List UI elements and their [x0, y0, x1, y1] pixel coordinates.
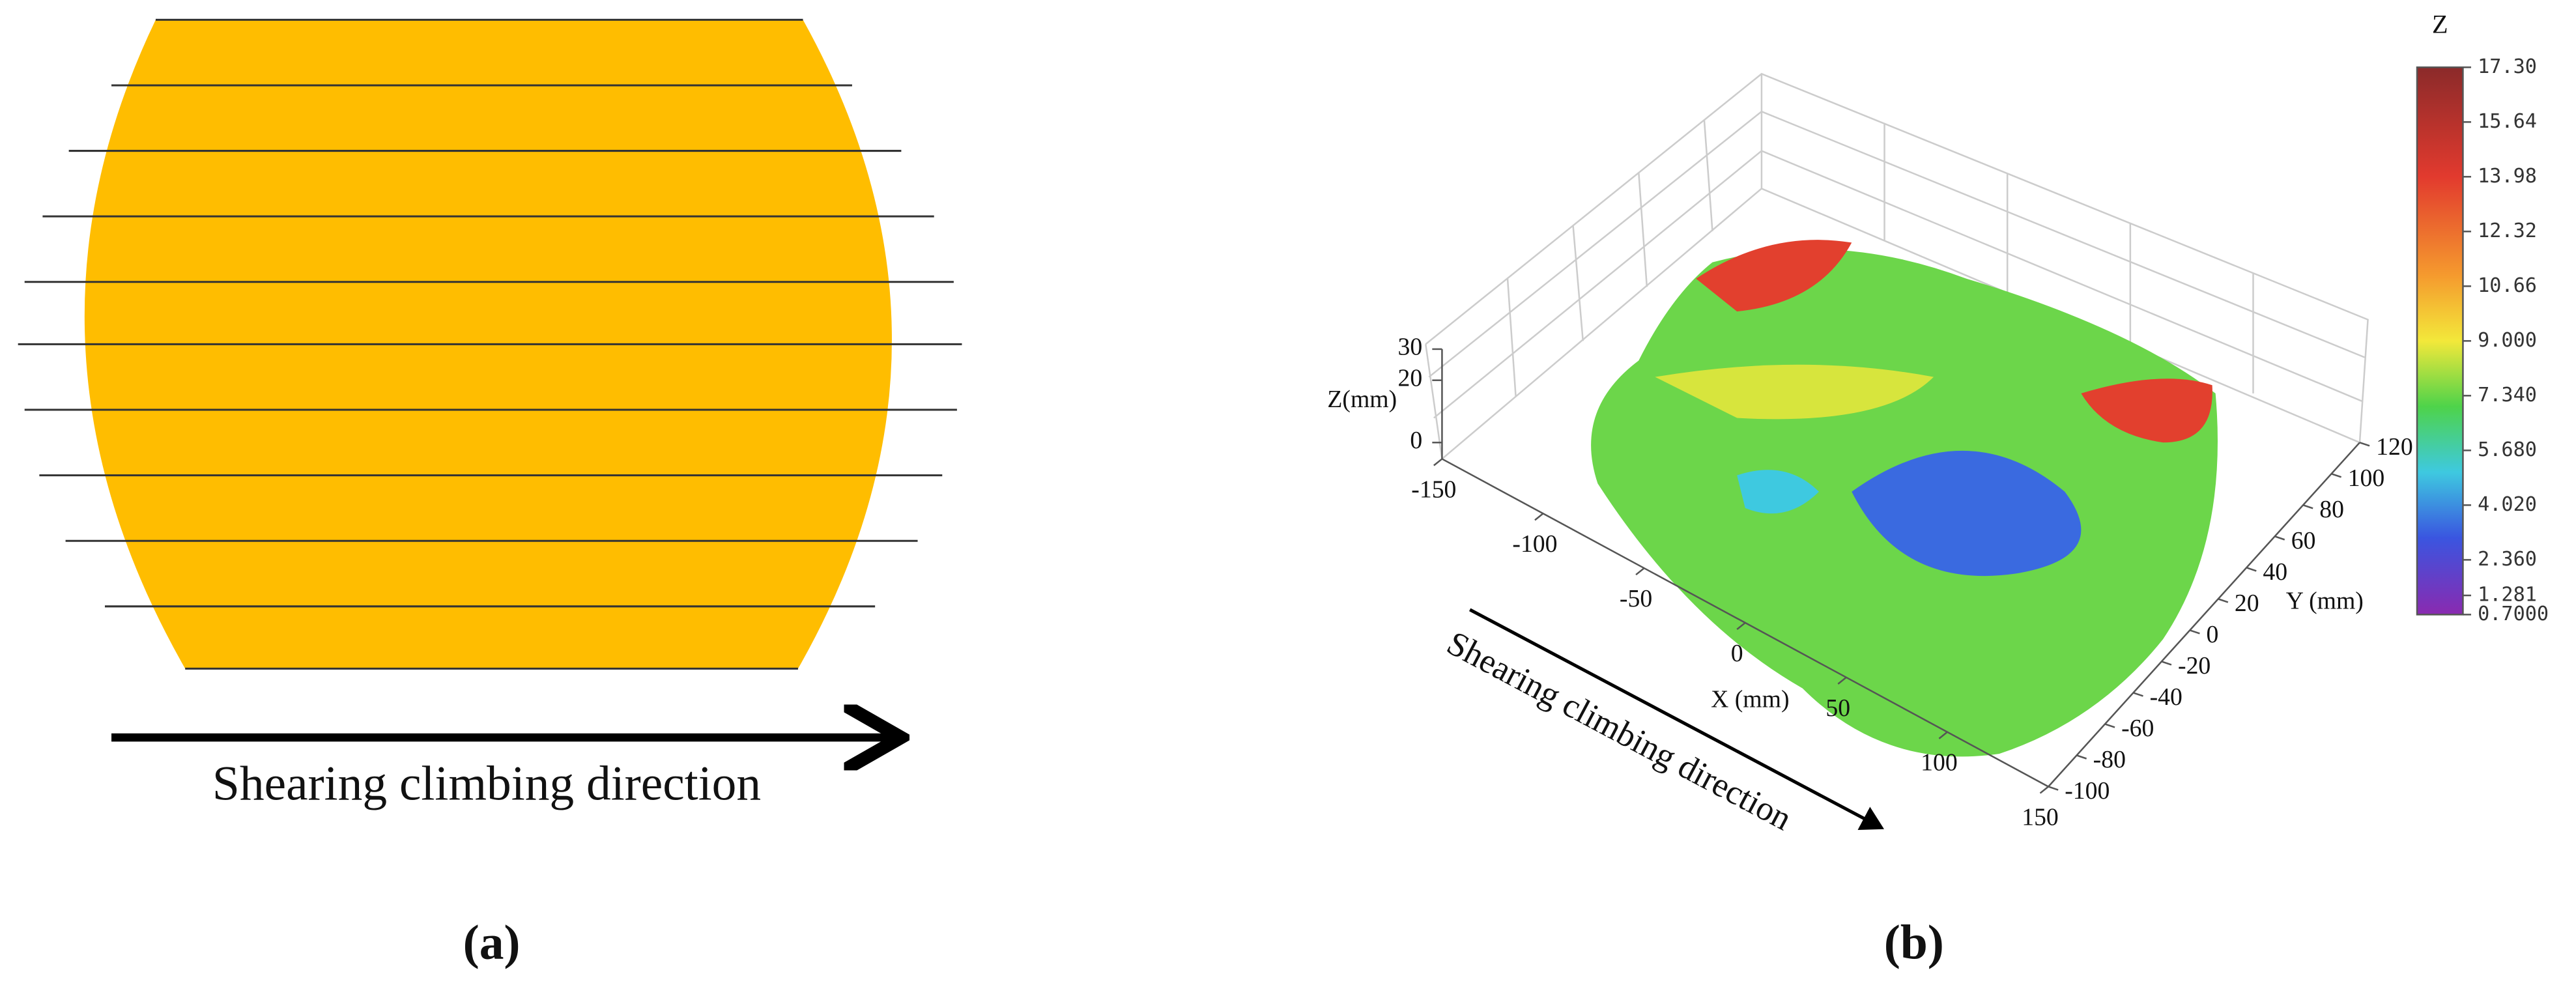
y-tick-label: 60 [2291, 527, 2316, 554]
colorbar-tick-label: 9.000 [2478, 329, 2537, 352]
panel-b: Z(mm) X (mm) Y (mm) Z Shearing climbing … [1327, 9, 2549, 969]
surface-high [2081, 378, 2212, 443]
z-tick-label: 30 [1398, 334, 1423, 361]
colorbar-tick-label: 5.680 [2478, 438, 2537, 461]
y-tick [2133, 692, 2143, 697]
y-tick-label: -60 [2121, 715, 2154, 742]
x-tick-label: 150 [2022, 803, 2059, 831]
colorbar-tick-label: 2.360 [2478, 548, 2537, 571]
surface-mid [1737, 470, 1819, 514]
colorbar-tick-label: 15.64 [2478, 110, 2537, 133]
z-tick-label: 20 [1398, 364, 1423, 392]
y-tick [2076, 754, 2087, 760]
x-tick-label: 50 [1825, 694, 1850, 722]
x-tick [1837, 676, 1847, 685]
y-tick-label: 100 [2348, 464, 2385, 492]
colorbar-title: Z [2432, 9, 2448, 38]
x-tick [1635, 567, 1645, 576]
y-tick-label: 80 [2319, 496, 2344, 523]
x-tick-label: -100 [1512, 530, 1557, 558]
y-tick-label: 20 [2235, 590, 2259, 617]
x-tick [1433, 458, 1443, 466]
y-tick [2246, 567, 2257, 572]
caption: (a) [463, 916, 521, 970]
surface-mid [1655, 364, 1934, 420]
y-tick-label: -80 [2093, 746, 2126, 773]
x-tick [2039, 786, 2049, 794]
colorbar-tick-label: 12.32 [2478, 220, 2537, 242]
caption: (b) [1884, 916, 1944, 970]
y-tick [2274, 535, 2285, 541]
x-tick [1938, 731, 1948, 739]
y-tick-label: -40 [2150, 683, 2182, 711]
x-axis-label: X (mm) [1711, 685, 1789, 713]
y-tick [2189, 629, 2200, 635]
y-tick-label: 40 [2263, 558, 2287, 586]
surface-high [1696, 240, 1852, 312]
profile-lines [18, 18, 962, 670]
x-tick-label: -50 [1620, 585, 1652, 612]
y-tick [2048, 786, 2059, 791]
y-tick [2302, 504, 2313, 509]
z-tick-label: 0 [1410, 427, 1422, 454]
panel-a: Shearing climbing direction (a) [18, 18, 962, 970]
colorbar-tick-label: 4.020 [2478, 493, 2537, 516]
x-tick [1736, 621, 1746, 631]
z-axis-label: Z(mm) [1327, 386, 1397, 413]
colorbar-tick-label: 13.98 [2478, 165, 2537, 188]
colorbar-tick-label: 17.30 [2478, 55, 2537, 78]
x-tick-label: 0 [1731, 640, 1743, 667]
direction-label: Shearing climbing direction [212, 757, 761, 811]
y-tick-label: -20 [2178, 652, 2211, 679]
y-tick [2161, 661, 2172, 666]
colorbar-tick-label: 10.66 [2478, 274, 2537, 297]
y-tick-label: 120 [2376, 433, 2413, 461]
x-tick-label: -150 [1411, 476, 1456, 503]
y-tick [2331, 473, 2342, 478]
colorbar-tick-label: 1.281 [2478, 583, 2537, 606]
colorbar [2416, 66, 2464, 616]
x-tick-label: 100 [1921, 749, 1958, 777]
direction-label: Shearing climbing direction [1441, 624, 1798, 838]
colorbar-tick-label: 0.7000 [2478, 603, 2549, 625]
y-tick-label: 0 [2206, 621, 2218, 648]
y-tick [2104, 723, 2115, 728]
surface-low [1852, 450, 2082, 577]
y-axis-line [2048, 442, 2360, 788]
y-tick [2359, 442, 2370, 447]
y-axis-label: Y (mm) [2286, 587, 2364, 614]
direction-arrow [1469, 608, 1884, 831]
colorbar-tick-label: 7.340 [2478, 384, 2537, 407]
y-tick [2218, 598, 2229, 603]
y-tick-label: -100 [2065, 777, 2110, 805]
x-tick [1534, 513, 1544, 521]
